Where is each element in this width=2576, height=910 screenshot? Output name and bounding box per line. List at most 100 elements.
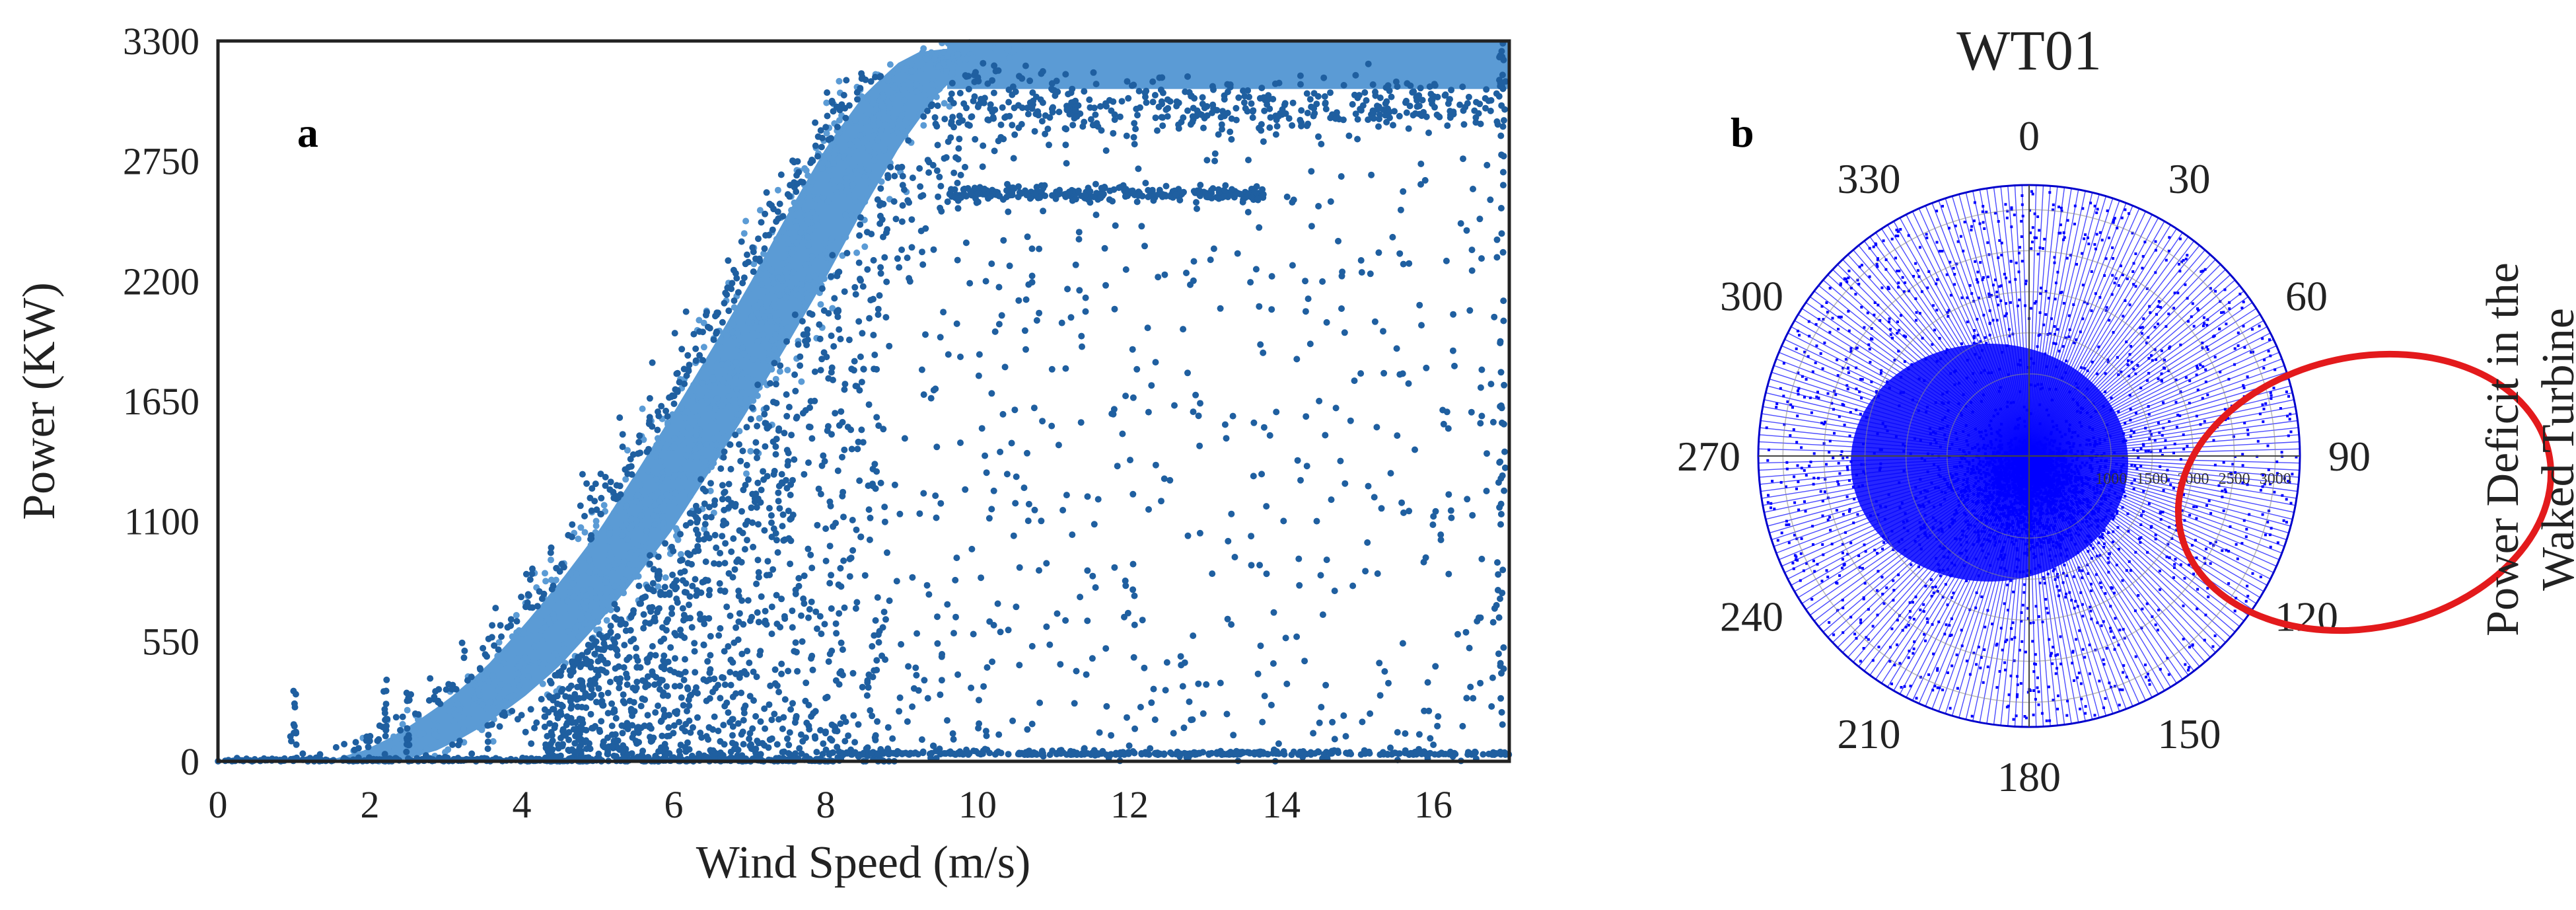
- panel-a-data-point: [677, 550, 684, 558]
- panel-a-data-point: [669, 582, 676, 589]
- panel-a-data-point: [904, 718, 911, 725]
- panel-a-data-point: [877, 270, 884, 277]
- panel-a-data-point: [707, 513, 715, 521]
- panel-a-data-point: [917, 183, 924, 190]
- panel-a-data-point: [839, 453, 845, 461]
- panel-a-data-point: [909, 574, 916, 581]
- panel-a-data-point: [721, 448, 728, 455]
- panel-a-data-point: [363, 737, 370, 744]
- panel-a-data-point: [739, 447, 746, 455]
- panel-a-data-point: [962, 239, 970, 246]
- panel-a-data-point: [560, 664, 567, 671]
- panel-a-data-point: [1061, 191, 1068, 198]
- panel-a-data-point: [801, 471, 808, 478]
- panel-a-data-point: [754, 556, 762, 564]
- panel-a-data-point: [1298, 107, 1305, 114]
- panel-a-data-point: [1220, 750, 1227, 757]
- panel-a-data-point: [871, 352, 878, 358]
- panel-a-data-point: [1102, 282, 1109, 289]
- panel-a-data-point: [382, 701, 390, 708]
- panel-a-data-point: [454, 701, 461, 708]
- panel-a-data-point: [824, 198, 832, 205]
- panel-a-data-point: [1101, 245, 1108, 252]
- panel-a-data-point: [698, 476, 705, 483]
- panel-a-data-point: [1258, 121, 1265, 128]
- panel-a-data-point: [1402, 749, 1409, 756]
- panel-a-data-point: [1459, 722, 1466, 730]
- panel-a-data-point: [867, 78, 875, 85]
- panel-a-data-point: [1048, 365, 1055, 373]
- panel-a-data-point: [797, 731, 805, 738]
- panel-a-data-point: [804, 295, 811, 301]
- panel-a-data-point: [1413, 751, 1420, 758]
- panel-a-data-point: [551, 615, 558, 622]
- panel-a-data-point: [849, 517, 856, 523]
- panel-a-data-point: [1103, 702, 1110, 710]
- panel-a-data-point: [1501, 448, 1508, 455]
- panel-a-data-point: [820, 740, 827, 747]
- panel-a-data-point: [925, 591, 933, 598]
- panel-a-data-point: [659, 513, 666, 521]
- panel-a-data-point: [1150, 197, 1157, 204]
- panel-a-data-point: [686, 361, 693, 369]
- panel-a-data-point: [1097, 194, 1104, 202]
- panel-a-data-point: [571, 691, 579, 698]
- panel-a-data-point: [575, 736, 583, 743]
- panel-a-data-point: [1327, 89, 1334, 96]
- panel-a-data-point: [597, 653, 604, 660]
- panel-a-data-point: [1163, 182, 1170, 190]
- panel-a-data-point: [971, 184, 978, 192]
- panel-a-data-point: [729, 328, 736, 336]
- panel-a-data-point: [1024, 517, 1032, 525]
- panel-a-data-point: [793, 414, 800, 422]
- panel-a-data-point: [818, 134, 826, 141]
- panel-a-data-point: [587, 535, 594, 543]
- panel-a-data-point: [598, 718, 605, 725]
- panel-a-data-point: [901, 104, 908, 112]
- panel-a-data-point: [776, 368, 783, 375]
- panel-a-data-point: [639, 695, 646, 702]
- panel-a-data-point: [792, 218, 799, 225]
- panel-a-data-point: [1072, 261, 1079, 268]
- panel-a-data-point: [728, 548, 735, 555]
- panel-a-data-point: [825, 375, 832, 382]
- panel-a-data-point: [351, 746, 358, 753]
- panel-a-data-point: [611, 601, 618, 608]
- panel-a-data-point: [515, 670, 522, 677]
- panel-a-data-point: [1406, 102, 1413, 110]
- panel-a-data-point: [1124, 78, 1131, 85]
- panel-a-data-point: [678, 465, 684, 473]
- panel-a-data-point: [479, 701, 486, 708]
- panel-a-data-point: [739, 344, 746, 352]
- panel-a-data-point: [423, 745, 431, 753]
- panel-a-data-point: [496, 723, 503, 730]
- panel-a-data-point: [906, 278, 913, 285]
- panel-a-data-point: [851, 198, 859, 205]
- panel-a-data-point: [1437, 537, 1445, 543]
- panel-a-data-point: [1217, 114, 1225, 121]
- panel-a-data-point: [1295, 555, 1303, 562]
- panel-a-data-point: [950, 736, 957, 743]
- panel-a-data-point: [620, 664, 627, 671]
- panel-a-data-point: [489, 672, 497, 679]
- panel-a-data-point: [1108, 107, 1115, 114]
- panel-a-data-point: [623, 502, 630, 510]
- panel-a-data-point: [816, 321, 823, 328]
- panel-a-data-point: [1244, 87, 1252, 94]
- panel-a-data-point: [873, 414, 880, 421]
- panel-a-data-point: [840, 92, 847, 98]
- panel-a-data-point: [974, 74, 982, 81]
- panel-a-data-point: [404, 725, 411, 732]
- panel-a-data-point: [731, 304, 738, 311]
- panel-a-data-point: [1466, 307, 1474, 314]
- panel-a-data-point: [815, 485, 822, 492]
- panel-a-data-point: [1400, 260, 1407, 268]
- panel-a-data-point: [1062, 141, 1069, 149]
- panel-a-data-point: [1256, 224, 1263, 231]
- panel-a-data-point: [1380, 106, 1387, 114]
- panel-a-data-point: [583, 598, 590, 605]
- panel-a-data-point: [778, 595, 785, 603]
- panel-a-data-point: [642, 535, 649, 542]
- panel-a-data-point: [1328, 496, 1335, 504]
- panel-a-data-point: [1464, 751, 1472, 758]
